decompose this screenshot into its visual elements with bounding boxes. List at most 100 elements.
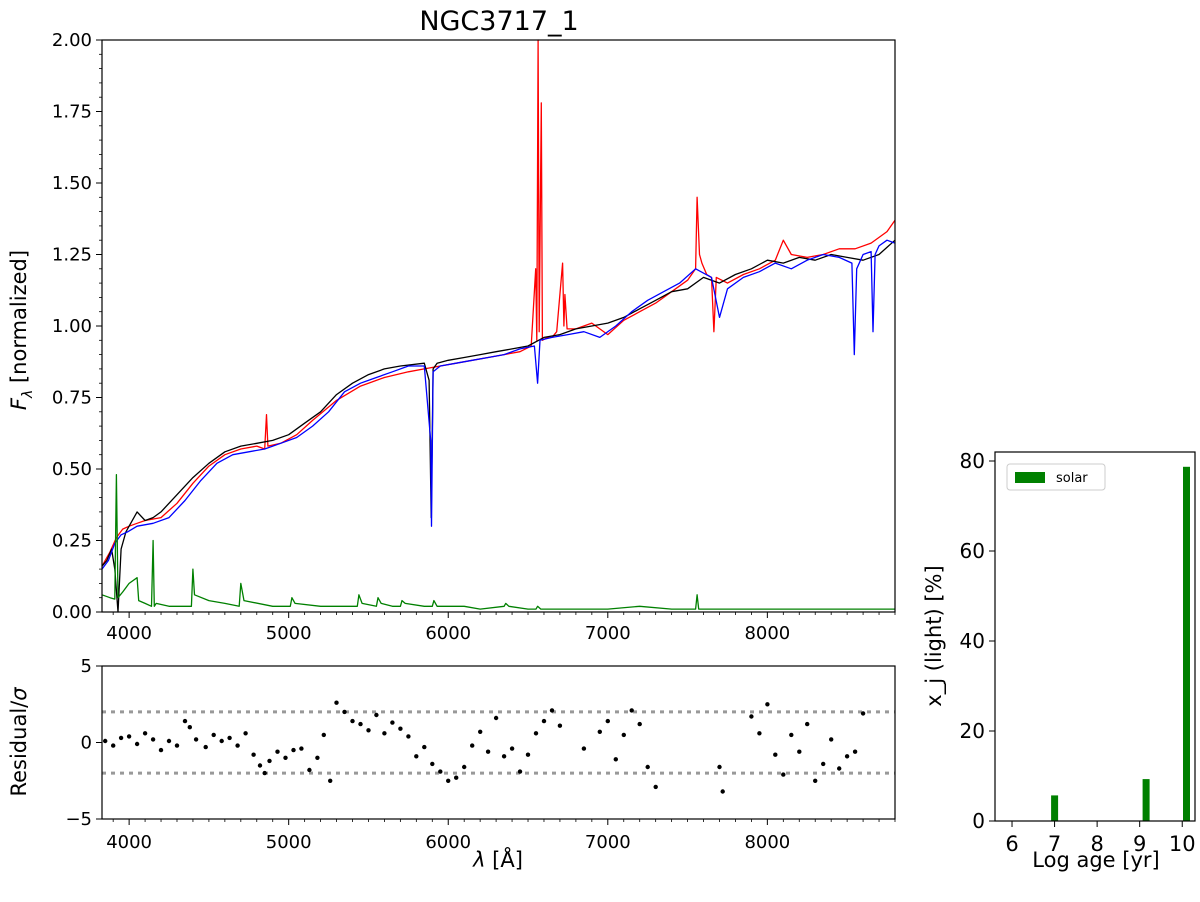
residual-point [414,754,419,759]
chart-title: NGC3717_1 [419,6,578,37]
residual-point [406,734,411,739]
spectrum-y-tick-label: 1.75 [52,102,92,123]
histogram-y-tick-label: 20 [960,719,985,743]
residual-point [837,766,842,771]
residual-point [549,708,555,713]
residual-point [621,732,626,738]
residual-point [299,746,304,751]
histogram-y-tick-label: 80 [960,449,985,473]
residual-point [629,708,634,713]
residual-point [382,731,387,736]
residual-x-tick-label: 7000 [585,832,631,853]
spectrum-series-0 [101,39,896,567]
residual-point [749,714,754,719]
residual-x-tick-label: 8000 [744,832,790,853]
spectrum-x-tick-label: 7000 [585,623,631,644]
residual-point [493,715,499,721]
residual-x-tick-label: 4000 [106,832,152,853]
residual-point [150,737,156,742]
residual-point [501,754,507,759]
residual-point [193,737,199,742]
legend-label: solar [1056,471,1088,486]
residual-y-tick-label: 5 [81,656,92,677]
residual-point [307,767,312,773]
residual-point [158,747,164,753]
legend-swatch [1015,472,1045,483]
residual-point [613,757,618,762]
spectrum-panel: NGC3717_1 0.00 0.25 0.50 0.75 1.00 1.25 1.50 1.… [7,6,896,644]
residual-plot-frame [101,665,896,820]
residual-point [478,729,483,734]
residual-point [211,732,216,738]
histogram-x-tick-label: 10 [1169,832,1196,856]
residual-limit-lines [102,710,895,775]
residual-x-ticks: 4000 5000 6000 7000 8000 [106,819,896,853]
residual-point [182,718,188,724]
residual-point [358,721,363,727]
residual-point [637,721,642,727]
spectrum-x-tick-label: 6000 [425,623,471,644]
residual-point [470,743,475,748]
residual-point [645,764,650,770]
histogram-x-ticks: 6 7 8 9 10 [1005,821,1196,856]
residual-point [446,778,451,783]
residual-x-tick-label: 5000 [266,832,312,853]
residual-point [118,735,124,741]
residual-y-tick-label: 0 [81,733,92,754]
spectrum-y-tick-label: 1.00 [52,316,92,337]
residual-point [653,784,658,790]
residual-point [174,743,180,748]
residual-point [374,712,379,718]
spectrum-x-tick-label: 8000 [744,623,790,644]
histogram-x-label: Log age [yr] [1032,848,1159,872]
residual-point [227,735,232,741]
residual-point [789,732,794,738]
residual-point [541,718,547,724]
spectrum-y-tick-label: 0.25 [52,531,92,552]
residual-point [581,746,587,751]
residual-point [350,718,355,724]
residual-point [720,789,725,794]
residual-points [103,700,866,794]
residual-point [134,741,140,747]
residual-point [485,749,491,754]
residual-point [533,731,539,736]
residual-point [166,738,172,744]
histogram-bars [1051,466,1190,821]
residual-point [203,744,208,750]
residual-x-tick-label: 6000 [425,832,471,853]
residual-point [509,746,515,751]
spectrum-series-2 [101,239,896,570]
residual-point [126,734,132,739]
residual-point [390,720,395,725]
histogram-bar-1 [1142,779,1150,821]
spectrum-y-tick-label: 0.00 [52,602,92,623]
spectrum-y-tick-label: 1.25 [52,245,92,266]
residual-point [219,738,224,744]
spectrum-series-group [101,39,896,613]
residual-point [557,723,563,728]
spectrum-series-3 [101,474,895,610]
residual-point [243,731,248,736]
residual-point [797,749,802,754]
spectrum-y-tick-label: 0.50 [52,459,92,480]
spectrum-x-ticks: 4000 5000 6000 7000 8000 [106,612,896,644]
age-histogram-panel: 0 20 40 60 80 6 7 8 9 10 solar x_j (light) [%] L… [922,449,1196,872]
residual-point [398,726,403,731]
histogram-x-tick-label: 7 [1048,832,1061,856]
residual-point [187,725,192,730]
residual-point [291,747,296,753]
residual-point [251,752,256,757]
spectrum-plot-frame [101,39,896,613]
histogram-x-tick-label: 6 [1005,832,1018,856]
residual-panel: −5 0 5 4000 5000 6000 7000 8000 Residual/σ λ [… [7,656,896,872]
residual-point [605,718,610,724]
spectrum-y-tick-label: 0.75 [52,388,92,409]
residual-point [773,752,778,757]
residual-point [757,731,762,736]
residual-point [813,778,818,783]
residual-y-ticks: −5 0 5 [65,656,102,830]
spectrum-series-1 [101,239,896,613]
residual-point [342,709,347,715]
